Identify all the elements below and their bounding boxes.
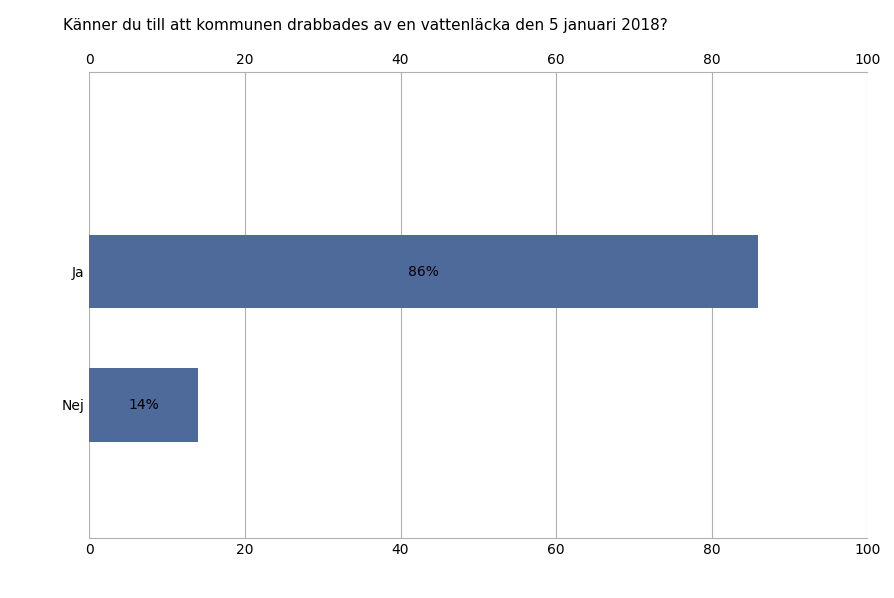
Bar <box>89 368 198 441</box>
Bar <box>89 235 758 309</box>
Text: 14%: 14% <box>129 398 159 412</box>
Text: Känner du till att kommunen drabbades av en vattenläcka den 5 januari 2018?: Känner du till att kommunen drabbades av… <box>63 18 667 33</box>
Text: 86%: 86% <box>409 265 439 279</box>
